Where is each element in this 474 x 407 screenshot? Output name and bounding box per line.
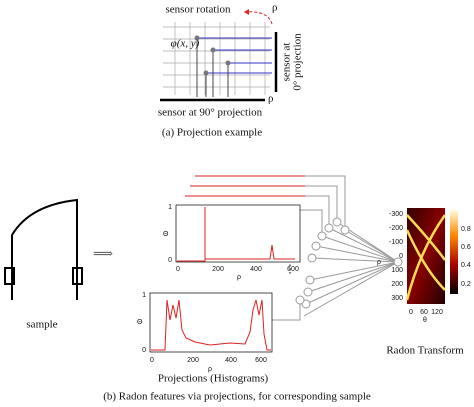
colorbar [450, 210, 458, 294]
label: φ(x, y) [171, 38, 200, 50]
label: sample [26, 319, 57, 331]
axis-label: ρ [237, 274, 241, 281]
axis-label: ρ [208, 366, 212, 373]
tick-label: 0.6 [461, 244, 471, 251]
tick-label: 0 [176, 266, 180, 273]
axis-label: ρ [377, 259, 381, 266]
label: 0° projection [292, 33, 304, 91]
radon-curves [405, 214, 447, 301]
tick-label: 60 [420, 309, 428, 316]
caption: (a) Projection example [162, 127, 262, 139]
tick-label: 0 [399, 253, 403, 260]
stacked-histograms [185, 175, 305, 197]
tick-label: 400 [250, 266, 262, 273]
sample-shape [4, 198, 83, 300]
tick-label: 100 [391, 267, 403, 274]
hist-curve [177, 207, 295, 262]
neurons [295, 217, 403, 317]
tick-label: 1 [142, 292, 146, 299]
tick-label: 600 [255, 357, 267, 364]
tick-label: 200 [187, 357, 199, 364]
label: sensor rotation [165, 4, 231, 16]
hist-frame [149, 292, 273, 353]
tick-label: 200 [212, 266, 224, 273]
tick-label: 0 [168, 257, 172, 264]
tick-label: 0.8 [461, 226, 471, 233]
connectors [272, 175, 346, 321]
label: ρ [272, 2, 278, 14]
tick-label: 0.4 [461, 262, 471, 269]
label: sensor at [281, 43, 293, 82]
caption: Projections (Histograms) [158, 373, 269, 385]
caption: Radon Transform [386, 345, 464, 357]
rotation-arrowhead [244, 9, 249, 15]
axis-label: Θ [163, 231, 169, 238]
caption: (b) Radon features via projections, for … [103, 391, 371, 403]
axis-label: Θ [137, 319, 143, 326]
tick-label: 0 [150, 357, 154, 364]
tick-label: 200 [391, 281, 403, 288]
tick-label: -200 [389, 225, 403, 232]
tick-label: -100 [389, 239, 403, 246]
tick-label: 0 [409, 309, 413, 316]
hist-frame [175, 204, 301, 263]
tick-label: 300 [391, 295, 403, 302]
tick-label: 120 [431, 309, 443, 316]
axis-label: θ [423, 317, 427, 324]
grid [163, 22, 270, 95]
tick-label: 0.2 [461, 281, 471, 288]
hist-curve [151, 299, 271, 351]
tick-label: 0 [142, 347, 146, 354]
tick-label: 400 [225, 357, 237, 364]
arrow: ⟹ [93, 247, 113, 262]
tick-label: 600 [287, 266, 299, 273]
projection-rays [194, 35, 272, 97]
tick-label: -300 [389, 211, 403, 218]
ellipsis: ⋮ [285, 264, 296, 276]
label: sensor at 90° projection [158, 107, 263, 119]
label: ρ [268, 93, 274, 105]
rotation-arrow [243, 11, 273, 25]
tick-label: 1 [168, 204, 172, 211]
